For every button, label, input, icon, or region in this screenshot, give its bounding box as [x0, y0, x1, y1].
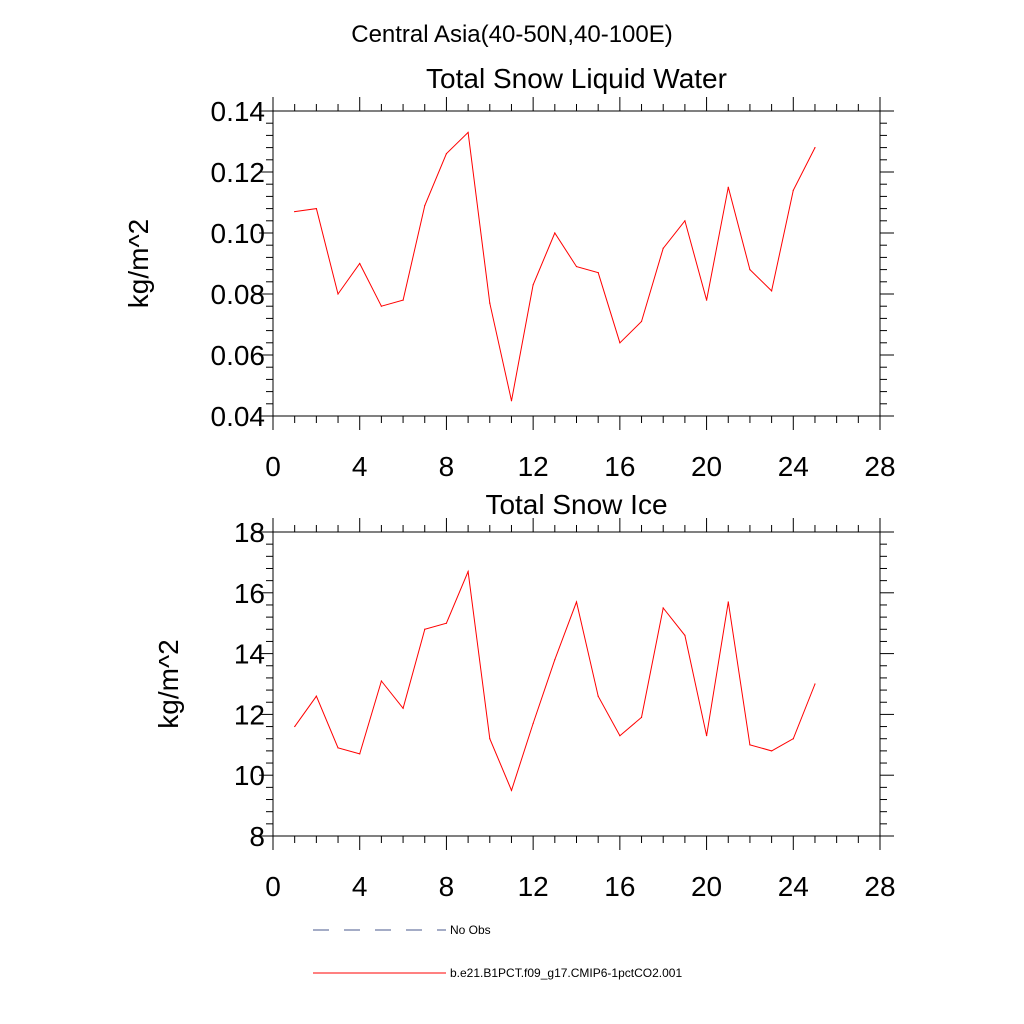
series-line: [294, 569, 816, 792]
y-tick-label: 12: [234, 699, 265, 730]
y-tick-label: 18: [234, 517, 265, 548]
x-tick-label: 8: [439, 871, 455, 902]
data-point: [445, 622, 448, 624]
legend: No Obs b.e21.B1PCT.f09_g17.CMIP6-1pctCO2.…: [313, 923, 682, 980]
x-tick-label: 4: [352, 451, 368, 482]
plot-frame: [272, 531, 881, 837]
data-point: [359, 753, 361, 755]
x-tick-label: 24: [778, 451, 809, 482]
data-point: [294, 211, 296, 213]
x-tick-label: 16: [604, 871, 635, 902]
x-tick-label: 20: [691, 451, 722, 482]
x-tick-label: 28: [864, 451, 895, 482]
x-tick-label: 20: [691, 871, 722, 902]
data-point: [814, 147, 816, 149]
data-point: [489, 738, 491, 740]
data-point: [467, 131, 469, 133]
data-point: [619, 342, 621, 344]
data-point: [575, 601, 578, 603]
data-point: [814, 683, 816, 685]
data-point: [684, 220, 686, 222]
data-point: [380, 305, 382, 307]
data-point: [792, 189, 794, 191]
panel-title: Total Snow Liquid Water: [426, 63, 727, 94]
data-point: [424, 628, 426, 630]
legend-label: No Obs: [450, 923, 491, 937]
data-point: [619, 735, 621, 737]
data-point: [727, 186, 729, 188]
y-tick-label: 14: [234, 639, 265, 670]
x-tick-label: 24: [778, 871, 809, 902]
data-point: [489, 302, 491, 304]
data-point: [424, 204, 426, 207]
data-point: [402, 707, 404, 709]
data-point: [640, 320, 643, 323]
data-point: [315, 208, 317, 210]
data-point: [359, 262, 361, 265]
x-tick-label: 12: [518, 871, 549, 902]
data-point: [402, 299, 404, 301]
legend-label: b.e21.B1PCT.f09_g17.CMIP6-1pctCO2.001: [450, 966, 682, 980]
y-tick-label: 0.06: [211, 340, 266, 371]
x-tick-label: 0: [265, 451, 281, 482]
data-point: [445, 153, 448, 155]
panel-snow-ice: Total Snow Ice kg/m^2 0 4 8 12 16 20 24 28 8 10 12 14…: [153, 489, 896, 902]
data-point: [640, 716, 643, 719]
data-point: [662, 607, 664, 609]
data-point: [792, 738, 794, 740]
y-tick-label: 0.14: [211, 96, 266, 127]
data-point: [510, 400, 513, 402]
y-tick-label: 16: [234, 578, 265, 609]
data-point: [554, 659, 556, 661]
x-tick-label: 0: [265, 871, 281, 902]
plot-frame: [272, 110, 881, 417]
data-point: [510, 789, 513, 792]
y-tick-label: 0.10: [211, 218, 266, 249]
data-point: [532, 284, 534, 286]
y-axis-label: kg/m^2: [153, 639, 184, 728]
data-point: [337, 747, 339, 749]
data-point: [749, 269, 751, 271]
x-tick-label: 4: [352, 871, 368, 902]
y-tick-label: 0.12: [211, 157, 266, 188]
data-point: [380, 680, 382, 682]
data-point: [771, 750, 773, 752]
data-point: [749, 744, 751, 746]
data-point: [554, 232, 556, 234]
data-point: [315, 695, 317, 697]
data-point: [532, 722, 534, 725]
y-tick-label: 0.08: [211, 279, 266, 310]
x-tick-label: 12: [518, 451, 549, 482]
y-tick-label: 8: [249, 821, 265, 852]
data-point: [467, 570, 469, 573]
data-point: [771, 290, 773, 292]
data-point: [727, 601, 729, 603]
figure-suptitle: Central Asia(40-50N,40-100E): [351, 21, 673, 48]
y-tick-label: 0.04: [211, 401, 266, 432]
panel-snow-liquid-water: Total Snow Liquid Water kg/m^2 0 4 8 12 16 20 24…: [123, 63, 896, 482]
data-point: [684, 634, 686, 636]
x-tick-label: 16: [604, 451, 635, 482]
data-point: [575, 265, 578, 268]
data-point: [597, 272, 599, 274]
data-point: [294, 725, 296, 728]
x-tick-label: 8: [439, 451, 455, 482]
series-line: [294, 131, 816, 401]
data-point: [662, 247, 664, 249]
data-point: [705, 735, 708, 737]
y-axis-label: kg/m^2: [123, 219, 154, 308]
data-point: [597, 695, 599, 697]
x-tick-label: 28: [864, 871, 895, 902]
data-point: [705, 299, 708, 301]
data-point: [337, 293, 339, 295]
panel-title: Total Snow Ice: [485, 489, 667, 520]
y-tick-label: 10: [234, 760, 265, 791]
